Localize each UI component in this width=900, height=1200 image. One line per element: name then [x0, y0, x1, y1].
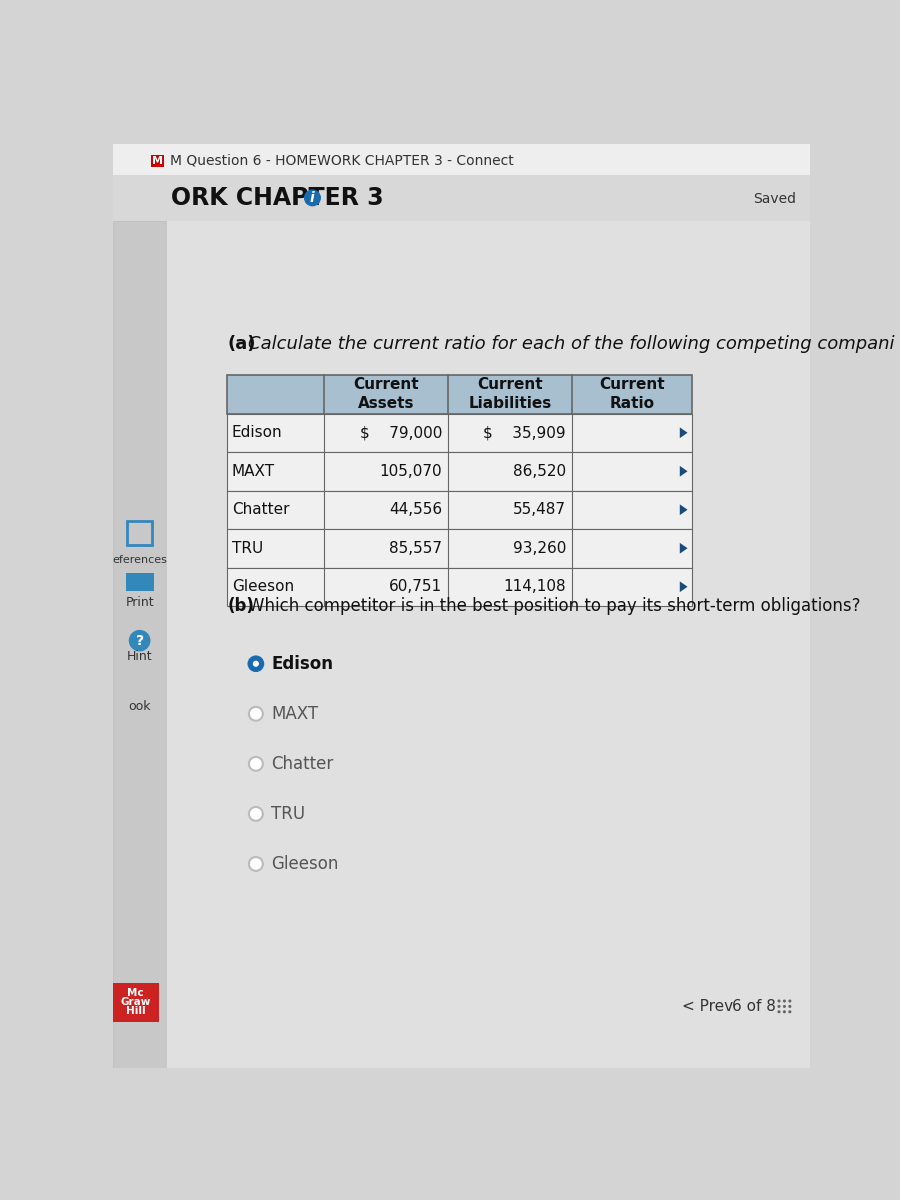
Text: 60,751: 60,751	[389, 580, 442, 594]
Circle shape	[778, 1000, 780, 1002]
Text: ORK CHAPTER 3: ORK CHAPTER 3	[171, 186, 383, 210]
Text: Hill: Hill	[126, 1006, 146, 1016]
Polygon shape	[680, 504, 688, 515]
Text: Graw: Graw	[121, 997, 151, 1007]
Text: 85,557: 85,557	[389, 541, 442, 556]
FancyBboxPatch shape	[227, 452, 692, 491]
Text: ook: ook	[129, 700, 151, 713]
Text: i: i	[310, 191, 315, 205]
Text: TRU: TRU	[272, 805, 305, 823]
Text: Chatter: Chatter	[272, 755, 334, 773]
Polygon shape	[680, 542, 688, 553]
Polygon shape	[680, 581, 688, 592]
Text: Print: Print	[125, 595, 154, 608]
FancyBboxPatch shape	[227, 568, 692, 606]
Text: Edison: Edison	[272, 655, 333, 673]
Text: TRU: TRU	[232, 541, 263, 556]
Text: 55,487: 55,487	[513, 503, 566, 517]
FancyBboxPatch shape	[746, 186, 804, 211]
Text: MAXT: MAXT	[272, 704, 319, 722]
Text: Hint: Hint	[127, 649, 152, 662]
Circle shape	[129, 630, 150, 652]
Text: 114,108: 114,108	[503, 580, 566, 594]
FancyBboxPatch shape	[227, 414, 692, 452]
Text: Current
Liabilities: Current Liabilities	[468, 378, 552, 412]
Polygon shape	[680, 427, 688, 438]
FancyBboxPatch shape	[151, 155, 164, 167]
Circle shape	[788, 1000, 791, 1002]
FancyBboxPatch shape	[126, 572, 154, 592]
Text: 105,070: 105,070	[379, 463, 442, 479]
Text: Chatter: Chatter	[232, 503, 290, 517]
Text: M Question 6 - HOMEWORK CHAPTER 3 - Connect: M Question 6 - HOMEWORK CHAPTER 3 - Conn…	[170, 154, 514, 168]
Circle shape	[249, 656, 263, 671]
Circle shape	[249, 857, 263, 871]
Text: MAXT: MAXT	[232, 463, 275, 479]
Text: 44,556: 44,556	[389, 503, 442, 517]
Text: 86,520: 86,520	[513, 463, 566, 479]
Circle shape	[253, 661, 259, 667]
FancyBboxPatch shape	[227, 491, 692, 529]
Circle shape	[778, 1010, 780, 1013]
Circle shape	[783, 1010, 786, 1013]
Text: Gleeson: Gleeson	[232, 580, 294, 594]
Circle shape	[249, 806, 263, 821]
FancyBboxPatch shape	[112, 175, 810, 1068]
Text: (b): (b)	[227, 596, 254, 614]
Text: $    79,000: $ 79,000	[359, 425, 442, 440]
Text: Current
Assets: Current Assets	[354, 378, 418, 412]
Text: < Prev: < Prev	[682, 998, 734, 1014]
Circle shape	[249, 707, 263, 721]
FancyBboxPatch shape	[112, 144, 810, 175]
Text: M: M	[152, 156, 163, 166]
FancyBboxPatch shape	[112, 983, 159, 1022]
Circle shape	[783, 1004, 786, 1008]
Text: 6 of 8: 6 of 8	[733, 998, 777, 1014]
Text: 93,260: 93,260	[512, 541, 566, 556]
Text: (a): (a)	[227, 335, 256, 353]
FancyBboxPatch shape	[166, 221, 810, 1068]
Text: Gleeson: Gleeson	[272, 854, 338, 872]
Text: ?: ?	[136, 634, 144, 648]
Circle shape	[249, 757, 263, 770]
Text: Current
Ratio: Current Ratio	[599, 378, 665, 412]
Circle shape	[783, 1000, 786, 1002]
FancyBboxPatch shape	[227, 529, 692, 568]
Text: Edison: Edison	[232, 425, 283, 440]
Polygon shape	[680, 466, 688, 476]
Text: eferences: eferences	[112, 554, 167, 565]
FancyBboxPatch shape	[112, 175, 810, 221]
FancyBboxPatch shape	[112, 221, 166, 1068]
Circle shape	[788, 1010, 791, 1013]
Circle shape	[778, 1004, 780, 1008]
FancyBboxPatch shape	[227, 374, 692, 414]
Circle shape	[788, 1004, 791, 1008]
Text: Saved: Saved	[753, 192, 796, 205]
Text: Calculate the current ratio for each of the following competing compani: Calculate the current ratio for each of …	[248, 335, 895, 353]
Text: $    35,909: $ 35,909	[483, 425, 566, 440]
Text: Mc: Mc	[128, 988, 144, 997]
Circle shape	[304, 190, 321, 206]
Text: Which competitor is in the best position to pay its short-term obligations?: Which competitor is in the best position…	[248, 596, 860, 614]
